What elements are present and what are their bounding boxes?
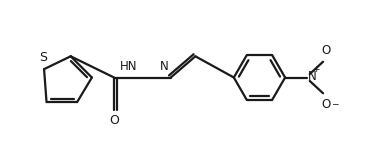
Text: −: − (331, 100, 338, 109)
Text: O: O (109, 115, 119, 127)
Text: O: O (321, 44, 331, 57)
Text: O: O (321, 98, 331, 111)
Text: N: N (308, 70, 317, 83)
Text: N: N (160, 60, 168, 73)
Text: S: S (39, 51, 48, 64)
Text: HN: HN (120, 60, 137, 73)
Text: +: + (312, 65, 320, 74)
